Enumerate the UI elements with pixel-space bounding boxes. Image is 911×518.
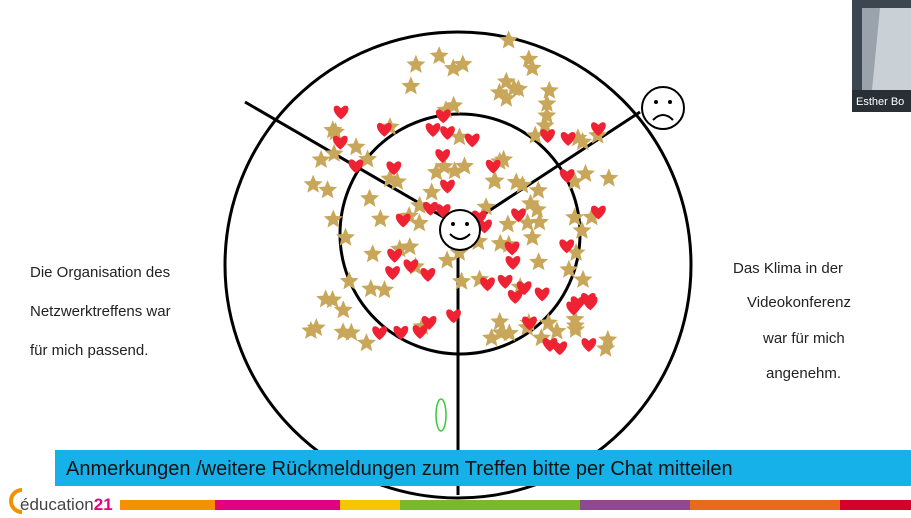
heart xyxy=(440,126,455,140)
label-line: für mich passend. xyxy=(30,342,148,359)
star xyxy=(340,271,359,289)
label-line: Das Klima in der xyxy=(733,260,843,277)
star xyxy=(499,30,518,48)
heart xyxy=(385,266,400,280)
star xyxy=(371,209,390,227)
heart xyxy=(535,288,550,302)
star xyxy=(357,333,376,351)
star xyxy=(596,339,615,357)
page: Die Organisation des Netzwerktreffens wa… xyxy=(0,0,911,518)
star xyxy=(422,182,441,200)
star xyxy=(361,279,380,297)
heart xyxy=(426,123,441,137)
happy-face xyxy=(440,210,480,250)
star xyxy=(529,252,548,270)
right-label: Das Klima in der Videokonferenz war für … xyxy=(733,260,851,382)
heart xyxy=(480,277,495,291)
star xyxy=(401,76,420,94)
star xyxy=(375,280,394,298)
logo-text: éducation xyxy=(20,495,94,514)
heart xyxy=(506,256,521,270)
video-tile: Esther Bo xyxy=(852,0,911,112)
star xyxy=(599,168,618,186)
star xyxy=(430,46,449,64)
label-line: Die Organisation des xyxy=(30,264,170,281)
star xyxy=(347,137,366,155)
heart xyxy=(394,326,409,340)
heart xyxy=(349,159,364,173)
heart xyxy=(372,326,387,340)
label-line: Netzwerktreffens war xyxy=(30,303,171,320)
participant-name: Esther Bo xyxy=(856,96,904,108)
heart xyxy=(435,149,450,163)
star xyxy=(360,189,379,207)
heart xyxy=(581,338,596,352)
marker xyxy=(436,399,446,431)
banner-text: Anmerkungen /weitere Rückmeldungen zum T… xyxy=(66,458,733,480)
label-line: Videokonferenz xyxy=(747,294,851,311)
label-line: war für mich xyxy=(762,330,845,347)
star xyxy=(304,175,323,193)
heart xyxy=(420,268,435,282)
slide: Die Organisation des Netzwerktreffens wa… xyxy=(0,0,911,518)
votes xyxy=(301,30,618,356)
star xyxy=(519,49,538,67)
logo-number: 21 xyxy=(94,495,113,514)
star xyxy=(363,244,382,262)
heart xyxy=(486,160,501,174)
heart xyxy=(334,106,349,120)
heart xyxy=(498,275,513,289)
star xyxy=(574,270,593,288)
left-label: Die Organisation des Netzwerktreffens wa… xyxy=(30,264,171,359)
heart xyxy=(552,341,567,355)
heart xyxy=(465,133,480,147)
sad-face xyxy=(642,87,684,129)
heart xyxy=(387,249,402,263)
star xyxy=(452,272,471,290)
star xyxy=(406,55,425,73)
star xyxy=(540,81,559,99)
color-bar xyxy=(120,500,911,510)
logo: éducation21 xyxy=(20,495,113,514)
label-line: angenehm. xyxy=(766,365,841,382)
target xyxy=(225,32,691,498)
heart xyxy=(440,180,455,194)
